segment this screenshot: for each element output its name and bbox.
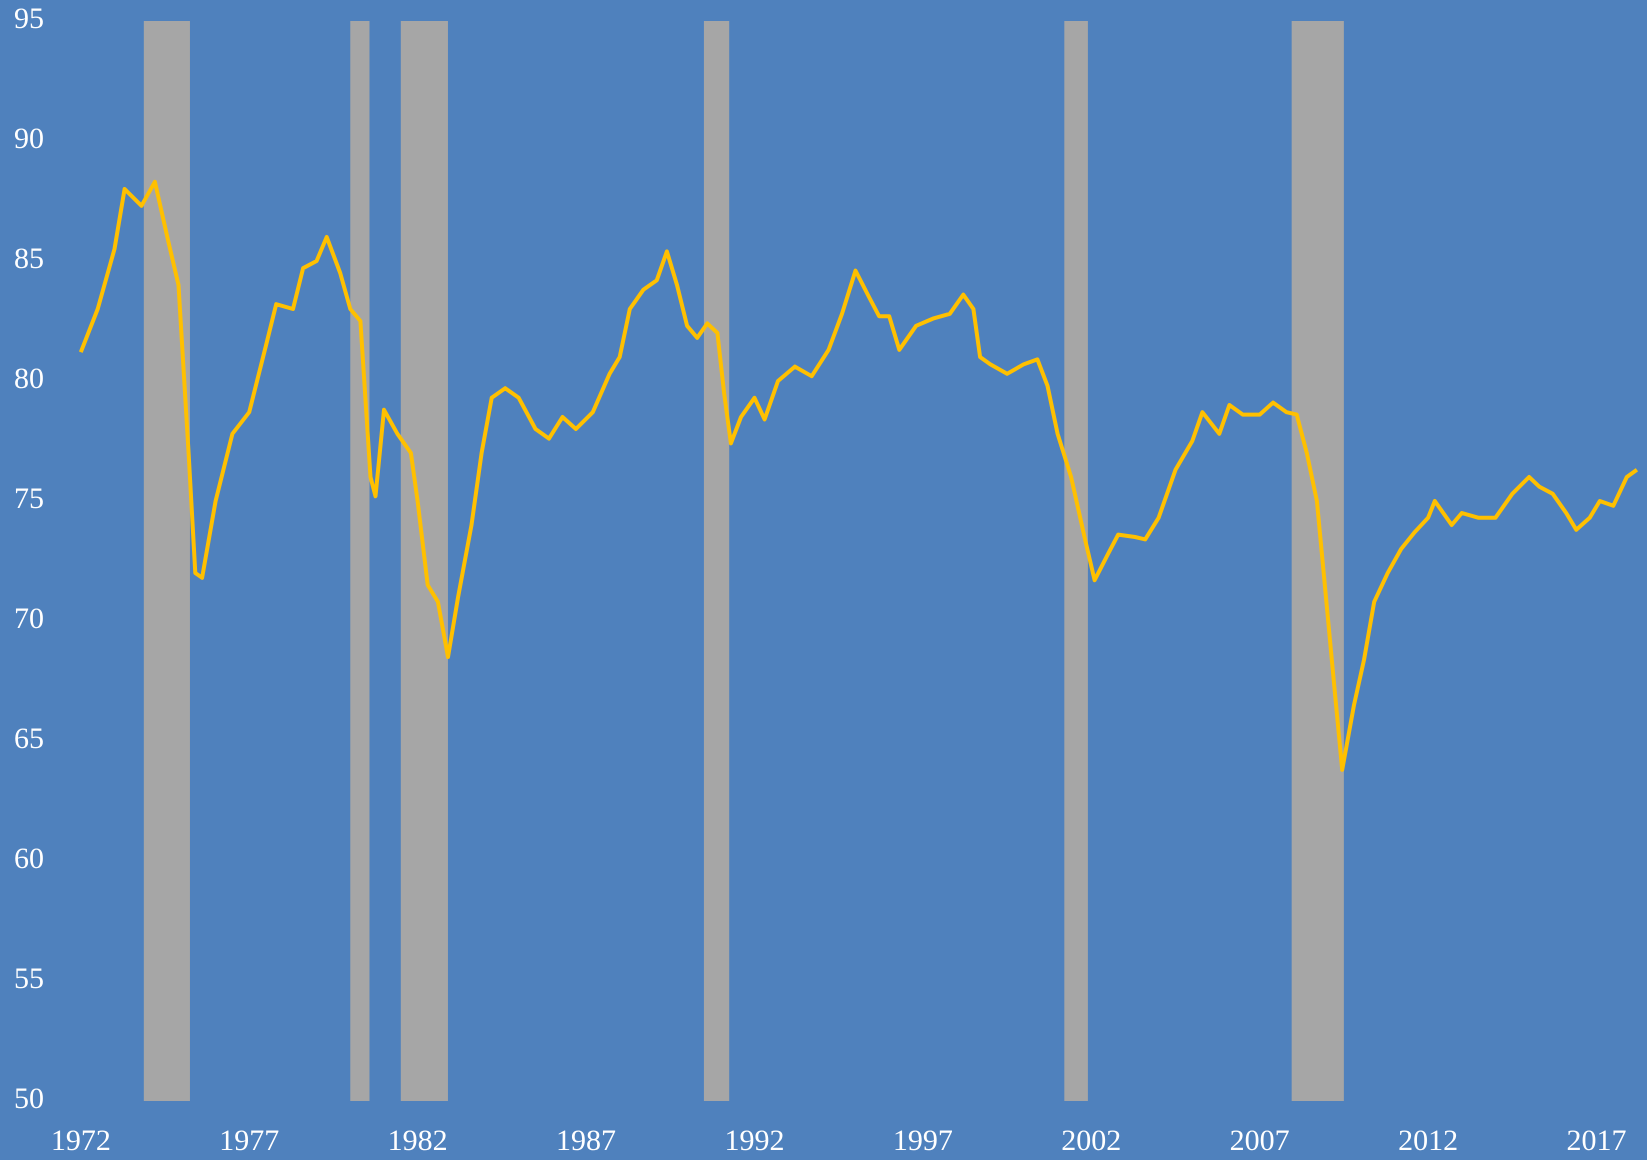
y-tick-label: 90 xyxy=(14,122,44,155)
x-tick-label: 2017 xyxy=(1566,1124,1626,1157)
recession-band xyxy=(350,21,370,1101)
y-tick-label: 75 xyxy=(14,482,44,515)
y-tick-label: 95 xyxy=(14,2,44,35)
y-tick-label: 60 xyxy=(14,842,44,875)
y-tick-label: 80 xyxy=(14,362,44,395)
x-tick-label: 1982 xyxy=(388,1124,448,1157)
recession-band xyxy=(1064,21,1088,1101)
data-line xyxy=(78,179,1639,772)
recession-band xyxy=(1291,21,1344,1101)
x-tick-label: 1997 xyxy=(893,1124,953,1157)
y-tick-label: 85 xyxy=(14,242,44,275)
y-tick-label: 65 xyxy=(14,722,44,755)
x-tick-label: 1987 xyxy=(556,1124,616,1157)
recession-band xyxy=(143,21,190,1101)
y-tick-label: 70 xyxy=(14,602,44,635)
x-tick-label: 2007 xyxy=(1230,1124,1290,1157)
x-tick-label: 2002 xyxy=(1061,1124,1121,1157)
x-tick-label: 1992 xyxy=(724,1124,784,1157)
x-tick-label: 1972 xyxy=(51,1124,111,1157)
x-tick-label: 2012 xyxy=(1398,1124,1458,1157)
recession-band xyxy=(703,21,730,1101)
y-tick-label: 50 xyxy=(14,1082,44,1115)
y-tick-label: 55 xyxy=(14,962,44,995)
x-tick-label: 1977 xyxy=(219,1124,279,1157)
